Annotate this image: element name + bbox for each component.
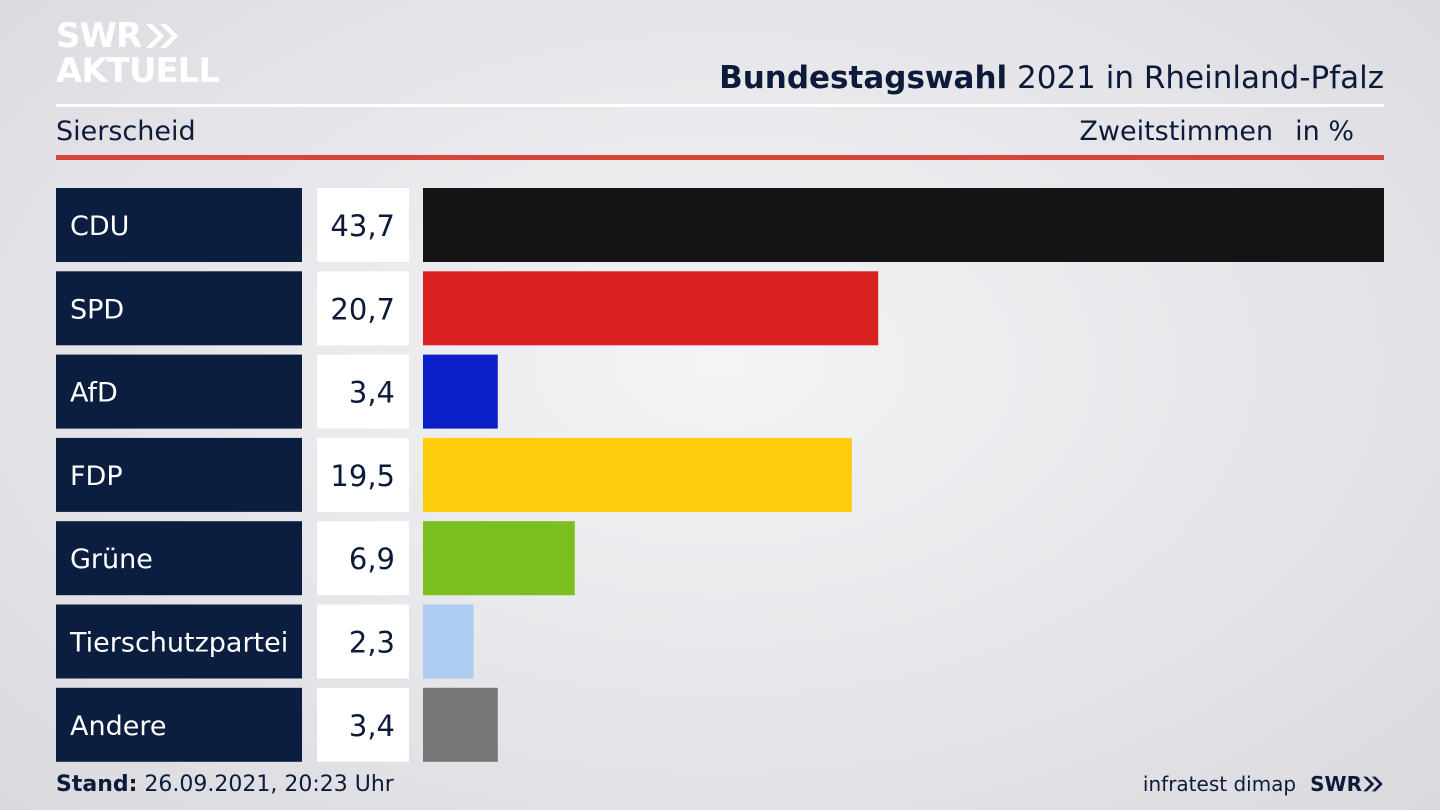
- swr-aktuell-logo: SWR AKTUELL: [56, 16, 220, 91]
- measure-unit: in %: [1295, 116, 1354, 147]
- value-label: 6,9: [349, 542, 395, 576]
- value-label: 3,4: [349, 709, 395, 743]
- timestamp: Stand: 26.09.2021, 20:23 Uhr: [56, 772, 394, 797]
- value-label-bg: [317, 354, 409, 429]
- region-label: Sierscheid: [56, 116, 196, 147]
- accent-divider: [56, 155, 1384, 160]
- category-label: Grüne: [70, 544, 153, 575]
- bar: [423, 354, 498, 429]
- logo-line-2: AKTUELL: [56, 51, 220, 91]
- category-label-bg: [56, 354, 302, 429]
- chart-title-rest: 2021 in Rheinland-Pfalz: [1007, 60, 1384, 96]
- category-label: Tierschutzpartei: [69, 628, 288, 659]
- value-label-bg: [317, 437, 409, 512]
- footer-credits: infratest dimap SWR: [1143, 772, 1384, 796]
- category-label: Andere: [70, 711, 166, 742]
- bar: [423, 687, 498, 762]
- value-label: 2,3: [349, 626, 395, 660]
- category-label-bg: [56, 521, 302, 596]
- value-label: 3,4: [349, 376, 395, 410]
- value-label: 20,7: [330, 292, 395, 326]
- chart-title: Bundestagswahl 2021 in Rheinland-Pfalz: [719, 60, 1384, 96]
- bar-row-grüne: Grüne 6,9: [56, 521, 575, 596]
- measure-label: Zweitstimmen in %: [1079, 116, 1354, 147]
- category-label-bg: [56, 188, 302, 262]
- source-label: infratest dimap: [1142, 772, 1297, 796]
- logo-line-1: SWR: [56, 16, 142, 56]
- value-label: 19,5: [330, 459, 395, 493]
- timestamp-label: Stand:: [56, 772, 138, 797]
- bar-row-spd: SPD 20,7: [56, 271, 879, 346]
- bar: [423, 188, 1384, 262]
- chart-title-bold: Bundestagswahl: [719, 60, 1008, 96]
- value-label-bg: [317, 521, 409, 596]
- bar: [423, 271, 879, 346]
- bar-row-cdu: CDU 43,7: [56, 188, 1384, 262]
- category-label-bg: [56, 604, 302, 679]
- value-label-bg: [317, 604, 409, 679]
- bar-row-andere: Andere 3,4: [56, 687, 498, 762]
- bar-row-afd: AfD 3,4: [56, 354, 498, 429]
- header-divider: [56, 104, 1384, 107]
- category-label-bg: [56, 437, 302, 512]
- double-chevron-icon: [146, 24, 179, 48]
- double-chevron-small-icon: [1363, 776, 1383, 792]
- swr-logo-text: SWR: [1310, 772, 1362, 796]
- value-label: 43,7: [330, 209, 395, 243]
- timestamp-value: 26.09.2021, 20:23 Uhr: [137, 772, 394, 797]
- category-label: CDU: [70, 211, 129, 242]
- bar: [423, 521, 575, 596]
- value-label-bg: [317, 271, 409, 346]
- bar: [423, 604, 474, 679]
- value-label-bg: [317, 188, 409, 262]
- category-label: FDP: [70, 461, 123, 492]
- category-label-bg: [56, 687, 302, 762]
- bar-row-fdp: FDP 19,5: [56, 437, 852, 512]
- measure-name: Zweitstimmen: [1079, 116, 1274, 147]
- category-label: AfD: [70, 378, 118, 409]
- value-label-bg: [317, 687, 409, 762]
- bar: [423, 437, 852, 512]
- category-label: SPD: [70, 294, 124, 325]
- category-label-bg: [56, 271, 302, 346]
- swr-logo: SWR: [1310, 772, 1384, 796]
- bar-row-tierschutzpartei: Tierschutzpartei 2,3: [56, 604, 474, 679]
